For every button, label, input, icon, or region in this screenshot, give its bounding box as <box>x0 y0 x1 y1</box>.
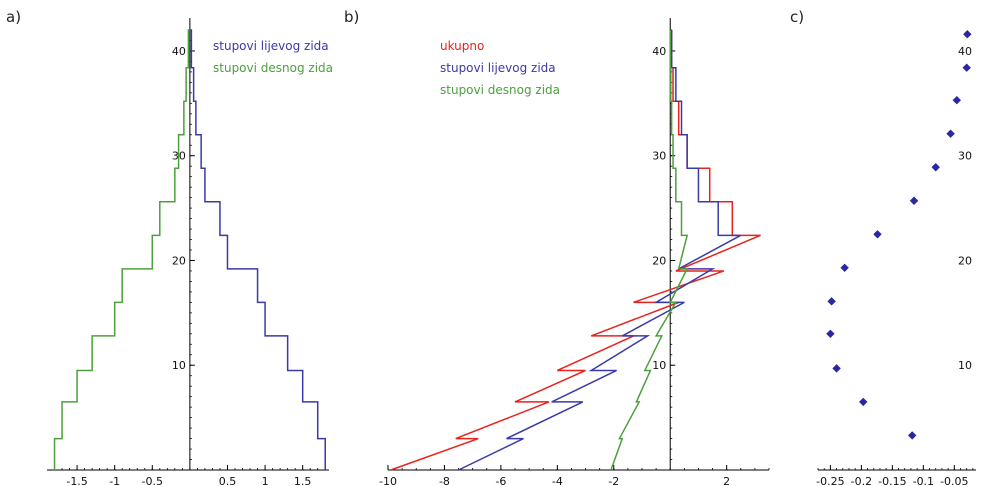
x-tick-label: -4 <box>552 475 563 486</box>
y-tick-label: 10 <box>958 359 972 372</box>
scatter-point <box>962 63 971 72</box>
scatter-point <box>859 397 868 407</box>
panel-label: b) <box>344 8 359 26</box>
scatter-point <box>931 163 940 172</box>
x-tick-label: -0.15 <box>878 475 906 486</box>
y-tick-label: 20 <box>958 254 972 267</box>
series-line-ukupno <box>390 30 761 471</box>
series-line-stupovi-lijevog-zida <box>189 29 326 470</box>
x-tick-label: -10 <box>379 475 397 486</box>
scatter-point <box>909 196 919 205</box>
series-line-stupovi-desnog-zida <box>610 30 689 471</box>
x-tick-label: 2 <box>723 475 730 486</box>
scatter-point <box>907 431 917 440</box>
series-line-stupovi-desnog-zida <box>53 29 190 470</box>
x-tick-label: -0.05 <box>940 475 968 486</box>
x-tick-label: 0.5 <box>219 475 237 486</box>
scatter-point <box>832 364 841 373</box>
y-tick-label: 20 <box>652 254 666 267</box>
y-tick-label: 30 <box>958 150 972 163</box>
x-tick-label: -2 <box>608 475 619 486</box>
legend-label: stupovi desnog zida <box>213 61 333 75</box>
panel-label: c) <box>790 8 804 26</box>
panel-label: a) <box>6 8 21 26</box>
scatter-point <box>827 297 836 306</box>
scatter-point <box>873 230 882 239</box>
y-tick-label: 30 <box>652 150 666 163</box>
x-tick-label: -8 <box>439 475 450 486</box>
y-tick-label: 10 <box>172 359 186 372</box>
x-tick-label: -6 <box>495 475 506 486</box>
y-tick-label: 40 <box>652 45 666 58</box>
y-tick-label: 10 <box>652 359 666 372</box>
x-tick-label: -0.5 <box>142 475 163 486</box>
scatter-point <box>952 95 961 105</box>
x-tick-label: -1 <box>109 475 120 486</box>
y-tick-label: 40 <box>172 45 186 58</box>
x-tick-label: 1.5 <box>294 475 312 486</box>
x-tick-label: -1.5 <box>66 475 87 486</box>
y-tick-label: 20 <box>172 254 186 267</box>
scatter-point <box>963 29 972 39</box>
y-tick-label: 40 <box>958 45 972 58</box>
scatter-point <box>840 263 849 273</box>
legend-label: stupovi lijevog zida <box>213 39 329 53</box>
legend-label: ukupno <box>440 39 484 53</box>
x-tick-label: -0.1 <box>913 475 934 486</box>
scatter-point <box>946 129 955 138</box>
x-tick-label: 1 <box>262 475 269 486</box>
x-tick-label: -0.2 <box>851 475 872 486</box>
series-line-stupovi-lijevog-zida <box>458 30 742 471</box>
legend-label: stupovi desnog zida <box>440 83 560 97</box>
scatter-point <box>826 329 835 339</box>
legend-label: stupovi lijevog zida <box>440 61 556 75</box>
x-tick-label: -0.25 <box>816 475 844 486</box>
